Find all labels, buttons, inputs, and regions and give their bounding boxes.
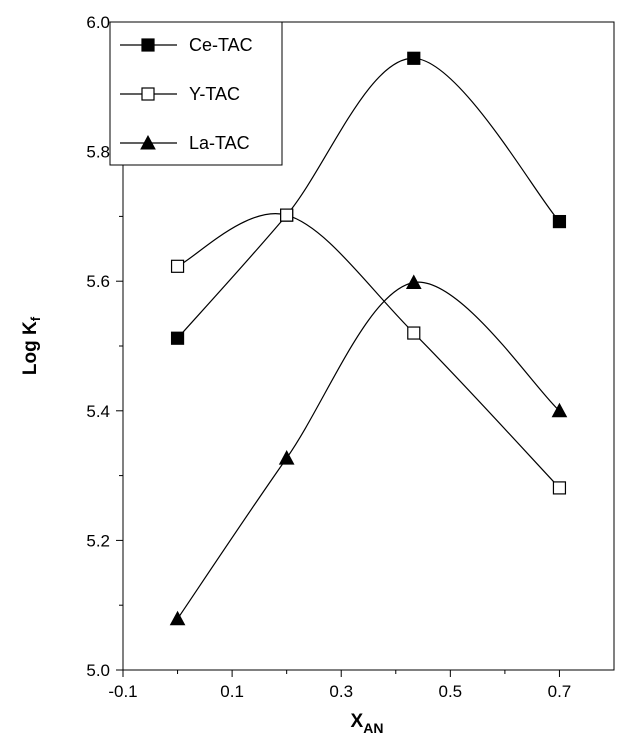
- legend: Ce-TAC Y-TAC La-TAC: [109, 21, 283, 166]
- series-la-tac: [169, 274, 568, 626]
- x-tick-label: 0.3: [329, 682, 353, 701]
- series-line-y-tac: [177, 213, 560, 489]
- series-line-la-tac: [177, 281, 560, 620]
- legend-entry-ce-tac: Ce-TAC: [120, 35, 253, 55]
- y-axis-ticks: 5.0 5.2 5.4 5.6 5.8 6.0: [86, 13, 123, 680]
- y-tick-label: 5.0: [86, 661, 110, 680]
- legend-label: Ce-TAC: [189, 35, 253, 55]
- data-point-y-tac: [170, 259, 185, 273]
- legend-marker-ce-tac: [141, 38, 155, 52]
- series-layer: [169, 51, 568, 626]
- y-axis-title: Log Kf: [20, 316, 43, 375]
- y-tick-label: 5.6: [86, 272, 110, 291]
- data-point-la-tac: [551, 402, 568, 418]
- y-tick-label: 5.4: [86, 402, 110, 421]
- legend-marker-y-tac: [141, 87, 155, 101]
- y-axis-title-subscript: f: [28, 316, 43, 321]
- data-point-la-tac: [169, 610, 186, 626]
- series-y-tac: [170, 208, 567, 495]
- x-tick-label: -0.1: [108, 682, 137, 701]
- x-tick-label: 0.5: [439, 682, 463, 701]
- x-axis-title: XAN: [351, 711, 384, 736]
- legend-entry-la-tac: La-TAC: [120, 133, 250, 153]
- legend-marker-la-tac: [140, 134, 156, 150]
- data-point-y-tac: [407, 326, 421, 340]
- data-point-ce-tac: [170, 331, 185, 345]
- x-axis-title-subscript: AN: [363, 720, 383, 736]
- legend-label: La-TAC: [189, 133, 250, 153]
- x-axis-ticks: -0.1 0.1 0.3 0.5 0.7: [108, 670, 571, 701]
- y-tick-label: 5.2: [86, 531, 110, 550]
- series-line-ce-tac: [177, 57, 560, 339]
- data-point-y-tac: [552, 481, 567, 495]
- y-tick-label: 6.0: [86, 13, 110, 32]
- y-tick-label: 5.8: [86, 143, 110, 162]
- x-tick-label: 0.7: [548, 682, 572, 701]
- data-point-y-tac: [280, 208, 294, 222]
- legend-label: Y-TAC: [189, 84, 240, 104]
- data-point-la-tac: [405, 274, 422, 289]
- legend-entries: Ce-TAC Y-TAC La-TAC: [120, 35, 253, 153]
- data-point-ce-tac: [552, 214, 567, 229]
- data-point-ce-tac: [407, 51, 421, 65]
- x-tick-label: 0.1: [220, 682, 244, 701]
- legend-entry-y-tac: Y-TAC: [120, 84, 240, 104]
- data-point-la-tac: [278, 450, 295, 465]
